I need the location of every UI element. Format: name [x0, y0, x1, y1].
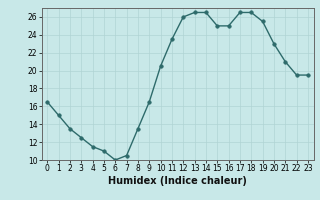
X-axis label: Humidex (Indice chaleur): Humidex (Indice chaleur) [108, 176, 247, 186]
